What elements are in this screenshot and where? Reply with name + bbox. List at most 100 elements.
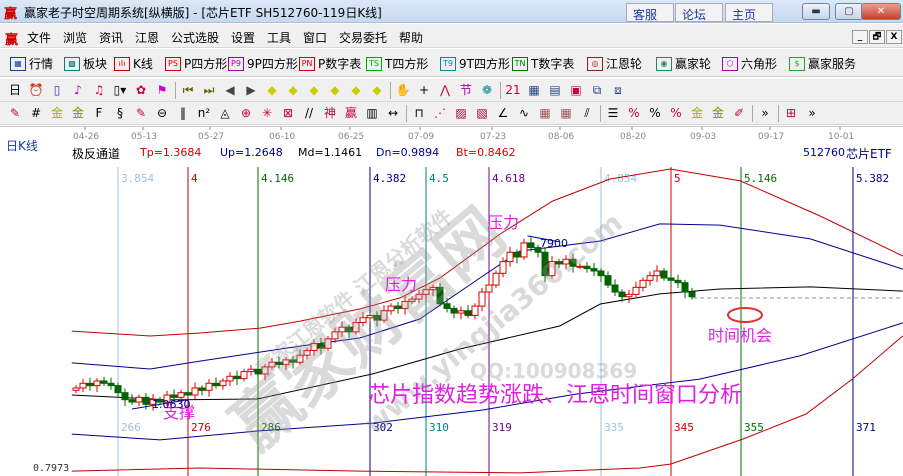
gold-grid-icon[interactable]: 金 xyxy=(50,106,63,120)
toolbar-candlestick-button[interactable]: ılı K线 xyxy=(114,55,153,72)
zoom-out-icon[interactable]: ◆ xyxy=(372,83,382,97)
god-icon[interactable]: 神 xyxy=(323,106,336,120)
flag-icon[interactable]: ⚑ xyxy=(156,83,168,97)
span-icon[interactable]: ↔ xyxy=(387,106,399,120)
first-icon[interactable]: ⏮ xyxy=(182,83,194,97)
maximize-button[interactable]: ▢ xyxy=(835,3,863,20)
hand-icon[interactable]: ✋ xyxy=(395,83,411,97)
wave-icon[interactable]: ∿ xyxy=(518,106,530,120)
menu-tools[interactable]: 工具 xyxy=(267,31,292,45)
customer-service-button[interactable]: 客服 xyxy=(626,3,674,22)
list-icon[interactable]: ☰ xyxy=(607,106,619,120)
notes-icon[interactable]: ▤ xyxy=(549,83,561,97)
gann-box2-icon[interactable]: ▧ xyxy=(476,106,488,120)
toolbar-tn-button[interactable]: TN T数字表 xyxy=(512,55,574,72)
square-grid2-icon[interactable]: ▦ xyxy=(560,106,572,120)
scroll-left-icon[interactable]: ◆ xyxy=(267,83,277,97)
gold-circle-icon[interactable]: 金 xyxy=(690,106,703,120)
toolbar-sector-grid-button[interactable]: ▩ 板块 xyxy=(64,55,107,72)
line-draw-icon[interactable]: ⋀ xyxy=(440,83,450,97)
ruler-icon[interactable]: ▥ xyxy=(366,106,378,120)
last-icon[interactable]: ⏭ xyxy=(203,83,215,97)
n2-icon[interactable]: n² xyxy=(197,106,211,120)
menu-gann[interactable]: 江恩 xyxy=(135,31,160,45)
close-button[interactable]: ✕ xyxy=(861,3,901,20)
mdi-close-button[interactable]: X xyxy=(886,30,902,44)
gold-lines-icon[interactable]: 金 xyxy=(711,106,724,120)
festival-icon[interactable]: 节 xyxy=(459,83,472,97)
chart-canvas[interactable]: 04-26 05-13 05-27 06-10 06-25 07-09 07-23 08-06… xyxy=(0,127,903,476)
target-icon[interactable]: ⊕ xyxy=(240,106,252,120)
alarm-icon[interactable]: ⏰ xyxy=(28,83,44,97)
zoom-in-icon[interactable]: ◆ xyxy=(351,83,361,97)
mdi-minimize-button[interactable]: _ xyxy=(852,30,868,44)
network-icon[interactable]: ⧉ xyxy=(592,83,602,97)
toolbar-winner-wheel-button[interactable]: ◉ 赢家轮 xyxy=(656,55,711,72)
kline-chart[interactable]: 04-26 05-13 05-27 06-10 06-25 07-09 07-23 08-06… xyxy=(0,126,903,476)
menu-settings[interactable]: 设置 xyxy=(231,31,256,45)
mdi-restore-button[interactable]: 🗗 xyxy=(869,30,885,44)
toolbar-ts-button[interactable]: TS T四方形 xyxy=(366,55,428,72)
percent-box-icon[interactable]: % xyxy=(628,106,640,120)
shrink-icon[interactable]: ◆ xyxy=(330,83,340,97)
minimize-button[interactable]: ▬ xyxy=(802,3,830,20)
period-day-icon[interactable]: 日▾ xyxy=(8,83,21,114)
crosshair-icon[interactable]: + xyxy=(418,83,430,97)
grid-lines-icon[interactable]: # xyxy=(30,106,42,120)
layout-icon[interactable]: ⊞ xyxy=(785,106,797,120)
marker-icon[interactable]: ✐ xyxy=(733,106,745,120)
more-icon[interactable]: » xyxy=(761,106,769,120)
expand-icon[interactable]: ◆ xyxy=(309,83,319,97)
toolbar-ps-button[interactable]: PS P四方形 xyxy=(165,55,227,72)
angle-icon[interactable]: ∠ xyxy=(497,106,509,120)
scroll-right-icon[interactable]: ◆ xyxy=(288,83,298,97)
parallel-icon[interactable]: ‖ xyxy=(180,106,186,120)
slash-icon[interactable]: // xyxy=(304,106,314,120)
cycle-icon[interactable]: ❁ xyxy=(481,83,493,97)
fibonacci-icon[interactable]: F xyxy=(95,106,103,120)
bar-type-icon[interactable]: ▯▾ xyxy=(113,83,127,97)
right-icon[interactable]: ▶ xyxy=(246,83,256,97)
calculator-icon[interactable]: ▦ xyxy=(528,83,540,97)
toolbar-quote-table-button[interactable]: ▦ 行情 xyxy=(10,55,53,72)
star-icon[interactable]: ✳ xyxy=(261,106,273,120)
toolbar-p9-button[interactable]: P9 9P四方形 xyxy=(228,55,298,72)
menu-browse[interactable]: 浏览 xyxy=(63,31,88,45)
calendar-icon[interactable]: 21 xyxy=(505,83,521,97)
save-icon[interactable]: ▣ xyxy=(570,83,582,97)
menu-file[interactable]: 文件 xyxy=(27,31,52,45)
fan-icon[interactable]: ⋰ xyxy=(434,106,446,120)
square-grid-icon[interactable]: ▦ xyxy=(539,106,551,120)
gann-box-icon[interactable]: ▨ xyxy=(455,106,467,120)
forum-button[interactable]: 论坛 xyxy=(675,3,723,22)
toolbar-pn-button[interactable]: PN P数字表 xyxy=(299,55,361,72)
battery-icon[interactable]: ▯ xyxy=(53,83,61,97)
connect-icon[interactable]: ⧈ xyxy=(614,83,622,97)
channel-icon[interactable]: ⫽ xyxy=(584,106,590,120)
time-box-icon[interactable]: ⊓ xyxy=(414,106,424,120)
menu-trade[interactable]: 交易委托 xyxy=(339,31,388,45)
menu-window[interactable]: 窗口 xyxy=(303,31,328,45)
left-icon[interactable]: ◀ xyxy=(225,83,235,97)
toolbar-dollar-button[interactable]: $ 赢家服务 xyxy=(789,55,856,72)
toolbar-gann-wheel-button[interactable]: ◎ 江恩轮 xyxy=(587,55,642,72)
menu-help[interactable]: 帮助 xyxy=(399,31,424,45)
triangle-icon[interactable]: ◬ xyxy=(220,106,230,120)
menu-news[interactable]: 资讯 xyxy=(99,31,124,45)
percent-lines-icon[interactable]: % xyxy=(670,106,682,120)
formula-icon[interactable]: ✿ xyxy=(135,83,147,97)
homepage-button[interactable]: 主页 xyxy=(725,3,773,22)
pen-icon[interactable]: ✎ xyxy=(9,106,21,120)
percent-icon[interactable]: % xyxy=(649,106,661,120)
menu-formula[interactable]: 公式选股 xyxy=(171,31,220,45)
box-icon[interactable]: ⊠ xyxy=(282,106,294,120)
circle-grid-icon[interactable]: ⊖ xyxy=(156,106,168,120)
spiral-icon[interactable]: § xyxy=(117,106,123,120)
chart9-icon[interactable]: ♫ xyxy=(93,83,105,97)
toolbar-hexagon-button[interactable]: ⬡ 六角形 xyxy=(722,55,777,72)
chart3-icon[interactable]: ♪ xyxy=(74,83,82,97)
gold-grid2-icon[interactable]: 金 xyxy=(71,106,84,120)
win-icon[interactable]: 赢 xyxy=(344,106,357,120)
toolbar-t9-button[interactable]: T9 9T四方形 xyxy=(440,55,510,72)
pen2-icon[interactable]: ✎ xyxy=(135,106,147,120)
